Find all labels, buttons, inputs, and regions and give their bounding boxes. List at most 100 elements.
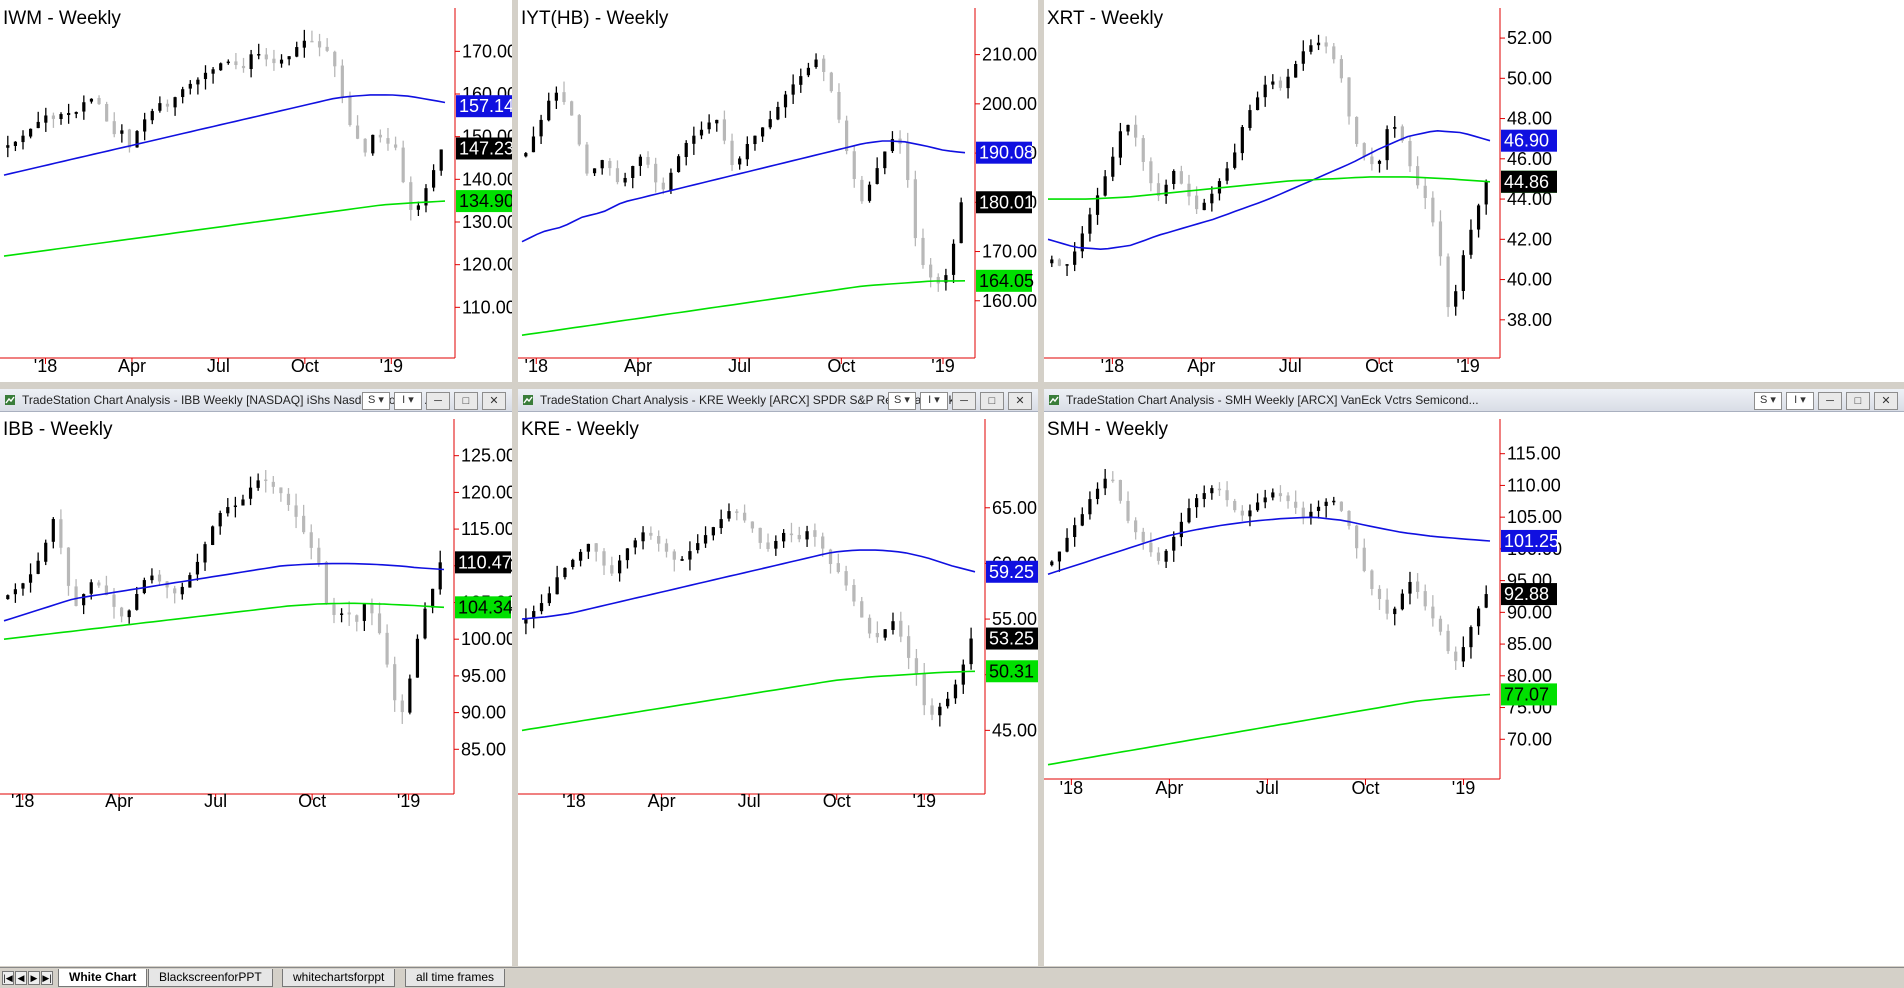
candle-body (571, 559, 575, 568)
candle-body (1225, 168, 1229, 181)
tradestation-icon (523, 395, 533, 405)
chart-plot[interactable]: IWM - Weekly170.00160.00150.00140.00130.… (0, 0, 512, 382)
chart-window-iyt[interactable]: IYT(HB) - Weekly210.00200.00190.00180.00… (518, 0, 1038, 382)
interval-link-button[interactable]: I ▾ (394, 392, 422, 410)
candle-body (29, 128, 33, 137)
candle-body (127, 129, 132, 148)
candle-body (1370, 570, 1374, 589)
candle-body (333, 51, 337, 67)
candle-body (1400, 593, 1404, 610)
x-tick-label: '19 (380, 356, 403, 376)
candle-body (363, 138, 367, 153)
candle-body (1324, 501, 1328, 506)
minimize-button[interactable]: ─ (952, 392, 976, 410)
candle-body (203, 544, 207, 563)
window-title-text: TradeStation Chart Analysis - IBB Weekly… (22, 393, 435, 407)
candle-body (692, 135, 696, 144)
candle-body (615, 168, 620, 183)
candle-body (1461, 647, 1465, 662)
candle-body (844, 571, 848, 586)
candle-body (165, 103, 170, 107)
chart-window-smh[interactable]: TradeStation Chart Analysis - SMH Weekly… (1044, 389, 1904, 966)
candle-body (799, 76, 803, 85)
candle-body (696, 543, 700, 551)
candle-body (385, 632, 389, 665)
x-tick-label: Oct (291, 356, 319, 376)
candle-body (256, 480, 260, 488)
candle-body (36, 560, 40, 574)
window-titlebar[interactable]: TradeStation Chart Analysis - IBB Weekly… (0, 389, 512, 412)
symbol-link-button[interactable]: S ▾ (1754, 392, 1782, 410)
y-tick-label: 115.00 (461, 519, 512, 539)
workspace-tab-whitecharts[interactable]: whitechartsforppt (282, 969, 396, 987)
symbol-link-button[interactable]: S ▾ (362, 392, 390, 410)
chart-plot[interactable]: XRT - Weekly 52.00 50.00 48.00 46.00 44.00 42.… (1044, 0, 1904, 382)
candle-body (272, 58, 276, 64)
symbol-link-button[interactable]: S ▾ (888, 392, 916, 410)
candle-body (89, 98, 94, 102)
last-tab-icon[interactable]: ▶| (41, 971, 53, 985)
candle-body (610, 565, 614, 574)
chart-window-iwm[interactable]: IWM - Weekly 170.00 160.00 150.00 140.00 130.… (0, 0, 512, 382)
workspace-tab-blackscreen[interactable]: BlackscreenforPPT (148, 969, 273, 987)
window-titlebar[interactable]: TradeStation Chart Analysis - KRE Weekly… (518, 389, 1038, 412)
candle-body (959, 202, 963, 244)
y-tick-label: 65.00 (992, 498, 1037, 518)
candle-body (393, 144, 398, 148)
chart-plot[interactable]: IBB - Weekly125.00120.00115.00110.00105.… (0, 411, 512, 966)
restore-button[interactable]: □ (1846, 392, 1870, 410)
interval-link-button[interactable]: I ▾ (920, 392, 948, 410)
candle-body (1362, 143, 1366, 157)
workspace-tab-white-chart[interactable]: White Chart (58, 969, 148, 987)
candle-body (1301, 51, 1305, 64)
close-button[interactable]: ✕ (1008, 392, 1032, 410)
candle-body (143, 119, 147, 132)
workspace-tab-all-time-frames[interactable]: all time frames (405, 969, 506, 987)
close-button[interactable]: ✕ (482, 392, 506, 410)
candle-body (1217, 488, 1222, 491)
candle-body (1377, 160, 1382, 164)
chart-plot[interactable]: SMH - Weekly115.00110.00105.00100.0095.0… (1044, 411, 1904, 966)
restore-button[interactable]: □ (980, 392, 1004, 410)
first-tab-icon[interactable]: |◀ (2, 971, 14, 985)
ma50-line (1047, 129, 1491, 251)
x-tick-label: '18 (525, 356, 548, 376)
next-tab-icon[interactable]: ▶ (28, 971, 40, 985)
candle-body (36, 121, 40, 129)
interval-link-button[interactable]: I ▾ (1786, 392, 1814, 410)
candle-body (211, 526, 215, 545)
x-tick-label: '18 (562, 791, 585, 811)
candle-body (362, 604, 366, 621)
close-button[interactable]: ✕ (1874, 392, 1898, 410)
minimize-button[interactable]: ─ (426, 392, 450, 410)
minimize-button[interactable]: ─ (1818, 392, 1842, 410)
candle-body (608, 161, 612, 169)
chart-window-kre[interactable]: TradeStation Chart Analysis - KRE Weekly… (518, 389, 1038, 966)
candle-body (1103, 176, 1107, 196)
candle-body (378, 134, 382, 138)
restore-button[interactable]: □ (454, 392, 478, 410)
candle-body (142, 580, 146, 594)
candle-body (1195, 195, 1199, 210)
prev-tab-icon[interactable]: ◀ (15, 971, 27, 985)
candle-body (371, 134, 375, 154)
chart-window-xrt[interactable]: XRT - Weekly 52.00 50.00 48.00 46.00 44.00 42.… (1044, 0, 1904, 382)
candle-body (51, 519, 55, 542)
chart-plot[interactable]: KRE - Weekly65.0060.0055.0050.0045.00'18… (518, 411, 1038, 966)
candle-body (1057, 259, 1062, 266)
candle-body (438, 562, 442, 590)
ma50-value-tag: 101.25 (1501, 529, 1559, 552)
candle-body (1233, 500, 1237, 511)
y-tick-label: 95.00 (461, 666, 506, 686)
ma200-value-tag: 77.07 (1501, 683, 1557, 706)
window-titlebar[interactable]: TradeStation Chart Analysis - SMH Weekly… (1044, 389, 1904, 412)
chart-window-ibb[interactable]: TradeStation Chart Analysis - IBB Weekly… (0, 389, 512, 966)
y-tick-label: 46.00 (1507, 149, 1552, 169)
chart-plot[interactable]: IYT(HB) - Weekly210.00200.00190.00180.00… (518, 0, 1038, 382)
candle-body (1339, 501, 1343, 511)
candle-body (104, 585, 109, 596)
candle-body (1286, 76, 1290, 89)
candle-body (829, 72, 833, 92)
ma50-line (3, 94, 446, 176)
